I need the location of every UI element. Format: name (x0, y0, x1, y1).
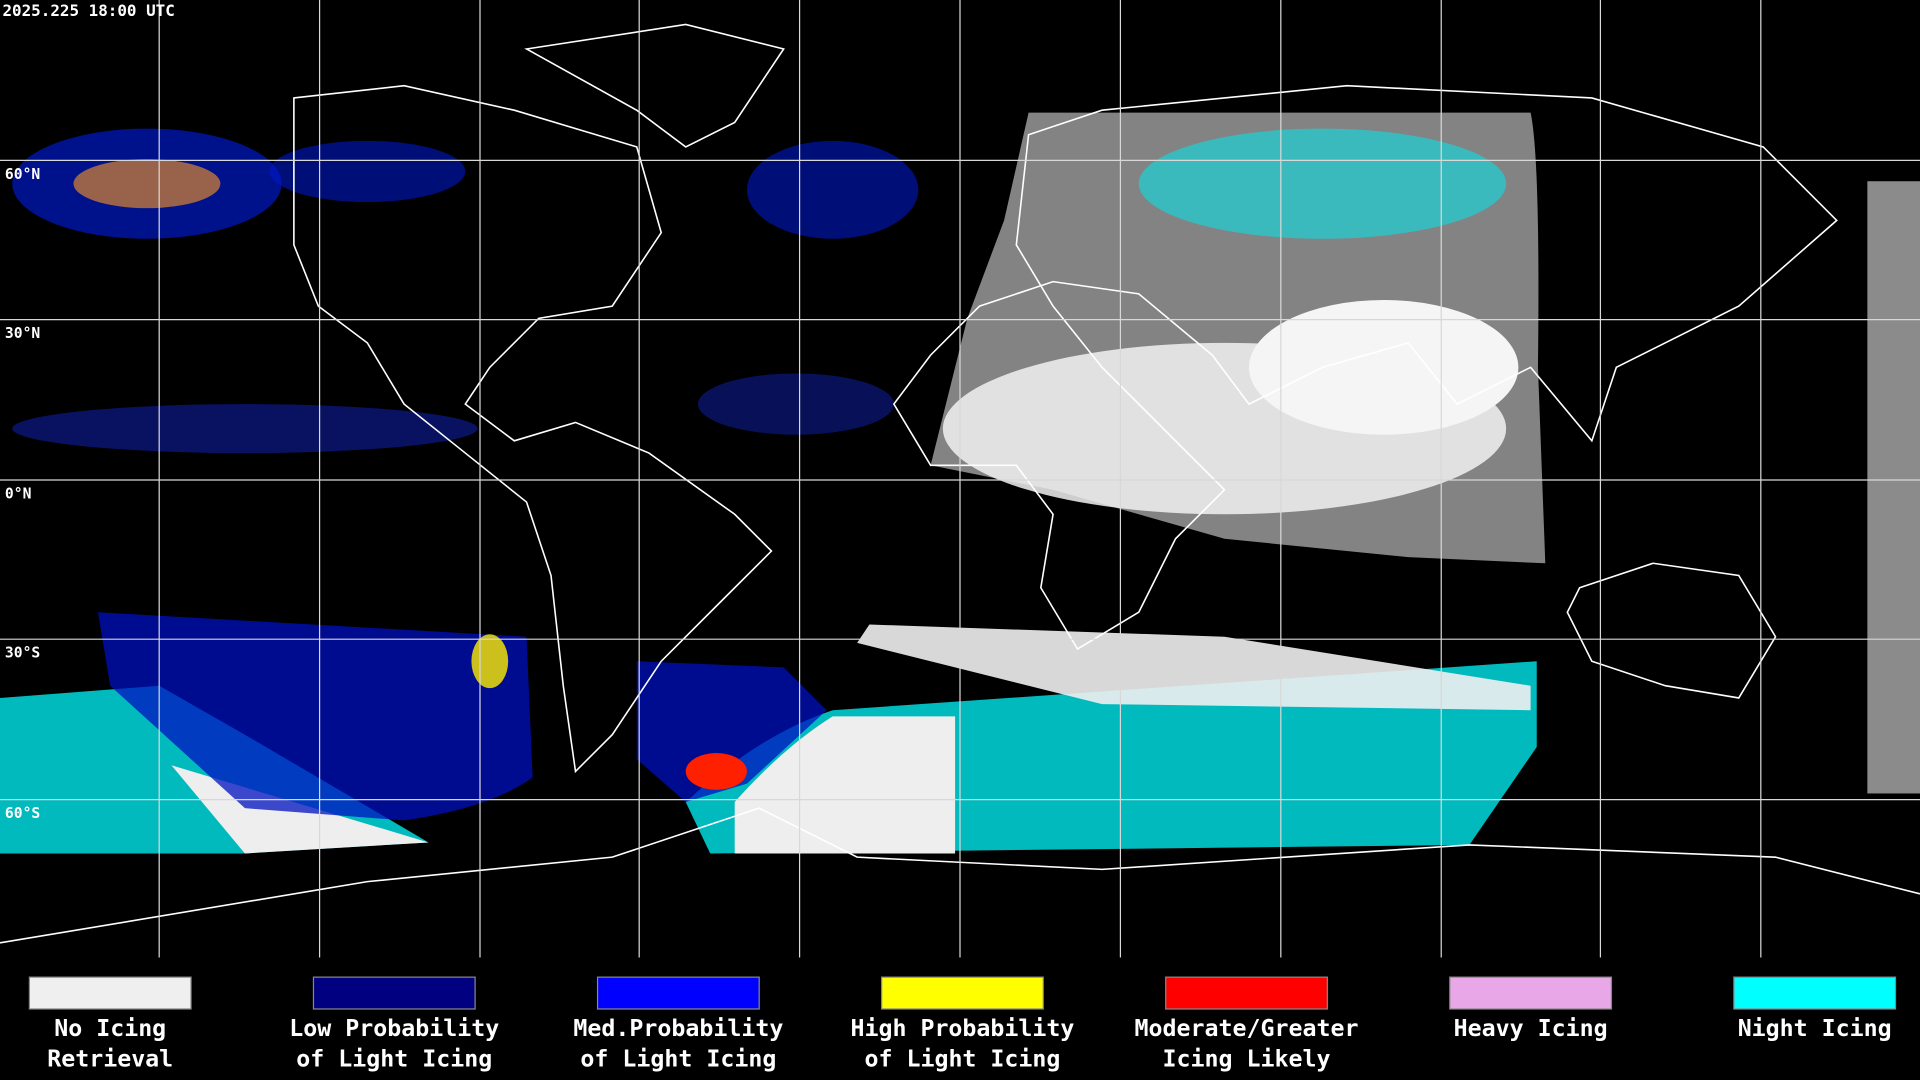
latitude-label: 60°N (5, 166, 40, 183)
legend-swatch (28, 976, 192, 1010)
coastline (892, 84, 1838, 651)
legend-label: Moderate/Greater (1135, 1015, 1359, 1042)
icing-area (746, 140, 919, 239)
icing-area (471, 634, 509, 689)
legend-label: of Light Icing (580, 1046, 776, 1073)
legend-label: Night Icing (1738, 1015, 1892, 1042)
legend-label: Med.Probability (573, 1015, 783, 1042)
icing-area (12, 404, 478, 454)
legend-label: No Icing (54, 1015, 166, 1042)
icing-area (685, 753, 747, 790)
icing-area (269, 140, 466, 203)
legend-swatch (1733, 976, 1897, 1010)
graticule (0, 0, 1920, 958)
legend-label: of Light Icing (296, 1046, 492, 1073)
icing-area (697, 373, 894, 435)
latitude-label: 60°S (5, 805, 40, 822)
day-retrieval (1248, 300, 1519, 435)
icing-area (73, 159, 221, 209)
day-retrieval (1867, 181, 1920, 794)
legend-swatch (312, 976, 476, 1010)
day-retrieval (734, 716, 956, 854)
cloud-fields (0, 112, 1920, 854)
day-retrieval (857, 624, 1531, 711)
icing-area (97, 612, 533, 821)
legend-label: Low Probability (289, 1015, 499, 1042)
coastline (524, 23, 785, 148)
legend-label: of Light Icing (864, 1046, 1060, 1073)
coastline (1566, 562, 1777, 699)
legend-swatch (596, 976, 760, 1010)
legend-swatch (1449, 976, 1613, 1010)
legend-label: Heavy Icing (1454, 1015, 1608, 1042)
icing-area (636, 661, 827, 803)
legend-label: High Probability (850, 1015, 1074, 1042)
coastlines (0, 23, 1920, 944)
legend-label: Retrieval (47, 1046, 173, 1073)
latitude-label: 30°N (5, 325, 40, 342)
coastline (293, 84, 773, 774)
coastline (0, 807, 1920, 944)
latitude-label: 0°N (5, 485, 32, 502)
night-icing-area (1138, 128, 1507, 239)
legend-swatch (881, 976, 1044, 1010)
timestamp: 2025.225 18:00 UTC (2, 1, 174, 20)
latitude-label: 30°S (5, 645, 40, 662)
legend-swatch (1165, 976, 1328, 1010)
legend-label: Icing Likely (1163, 1046, 1331, 1073)
